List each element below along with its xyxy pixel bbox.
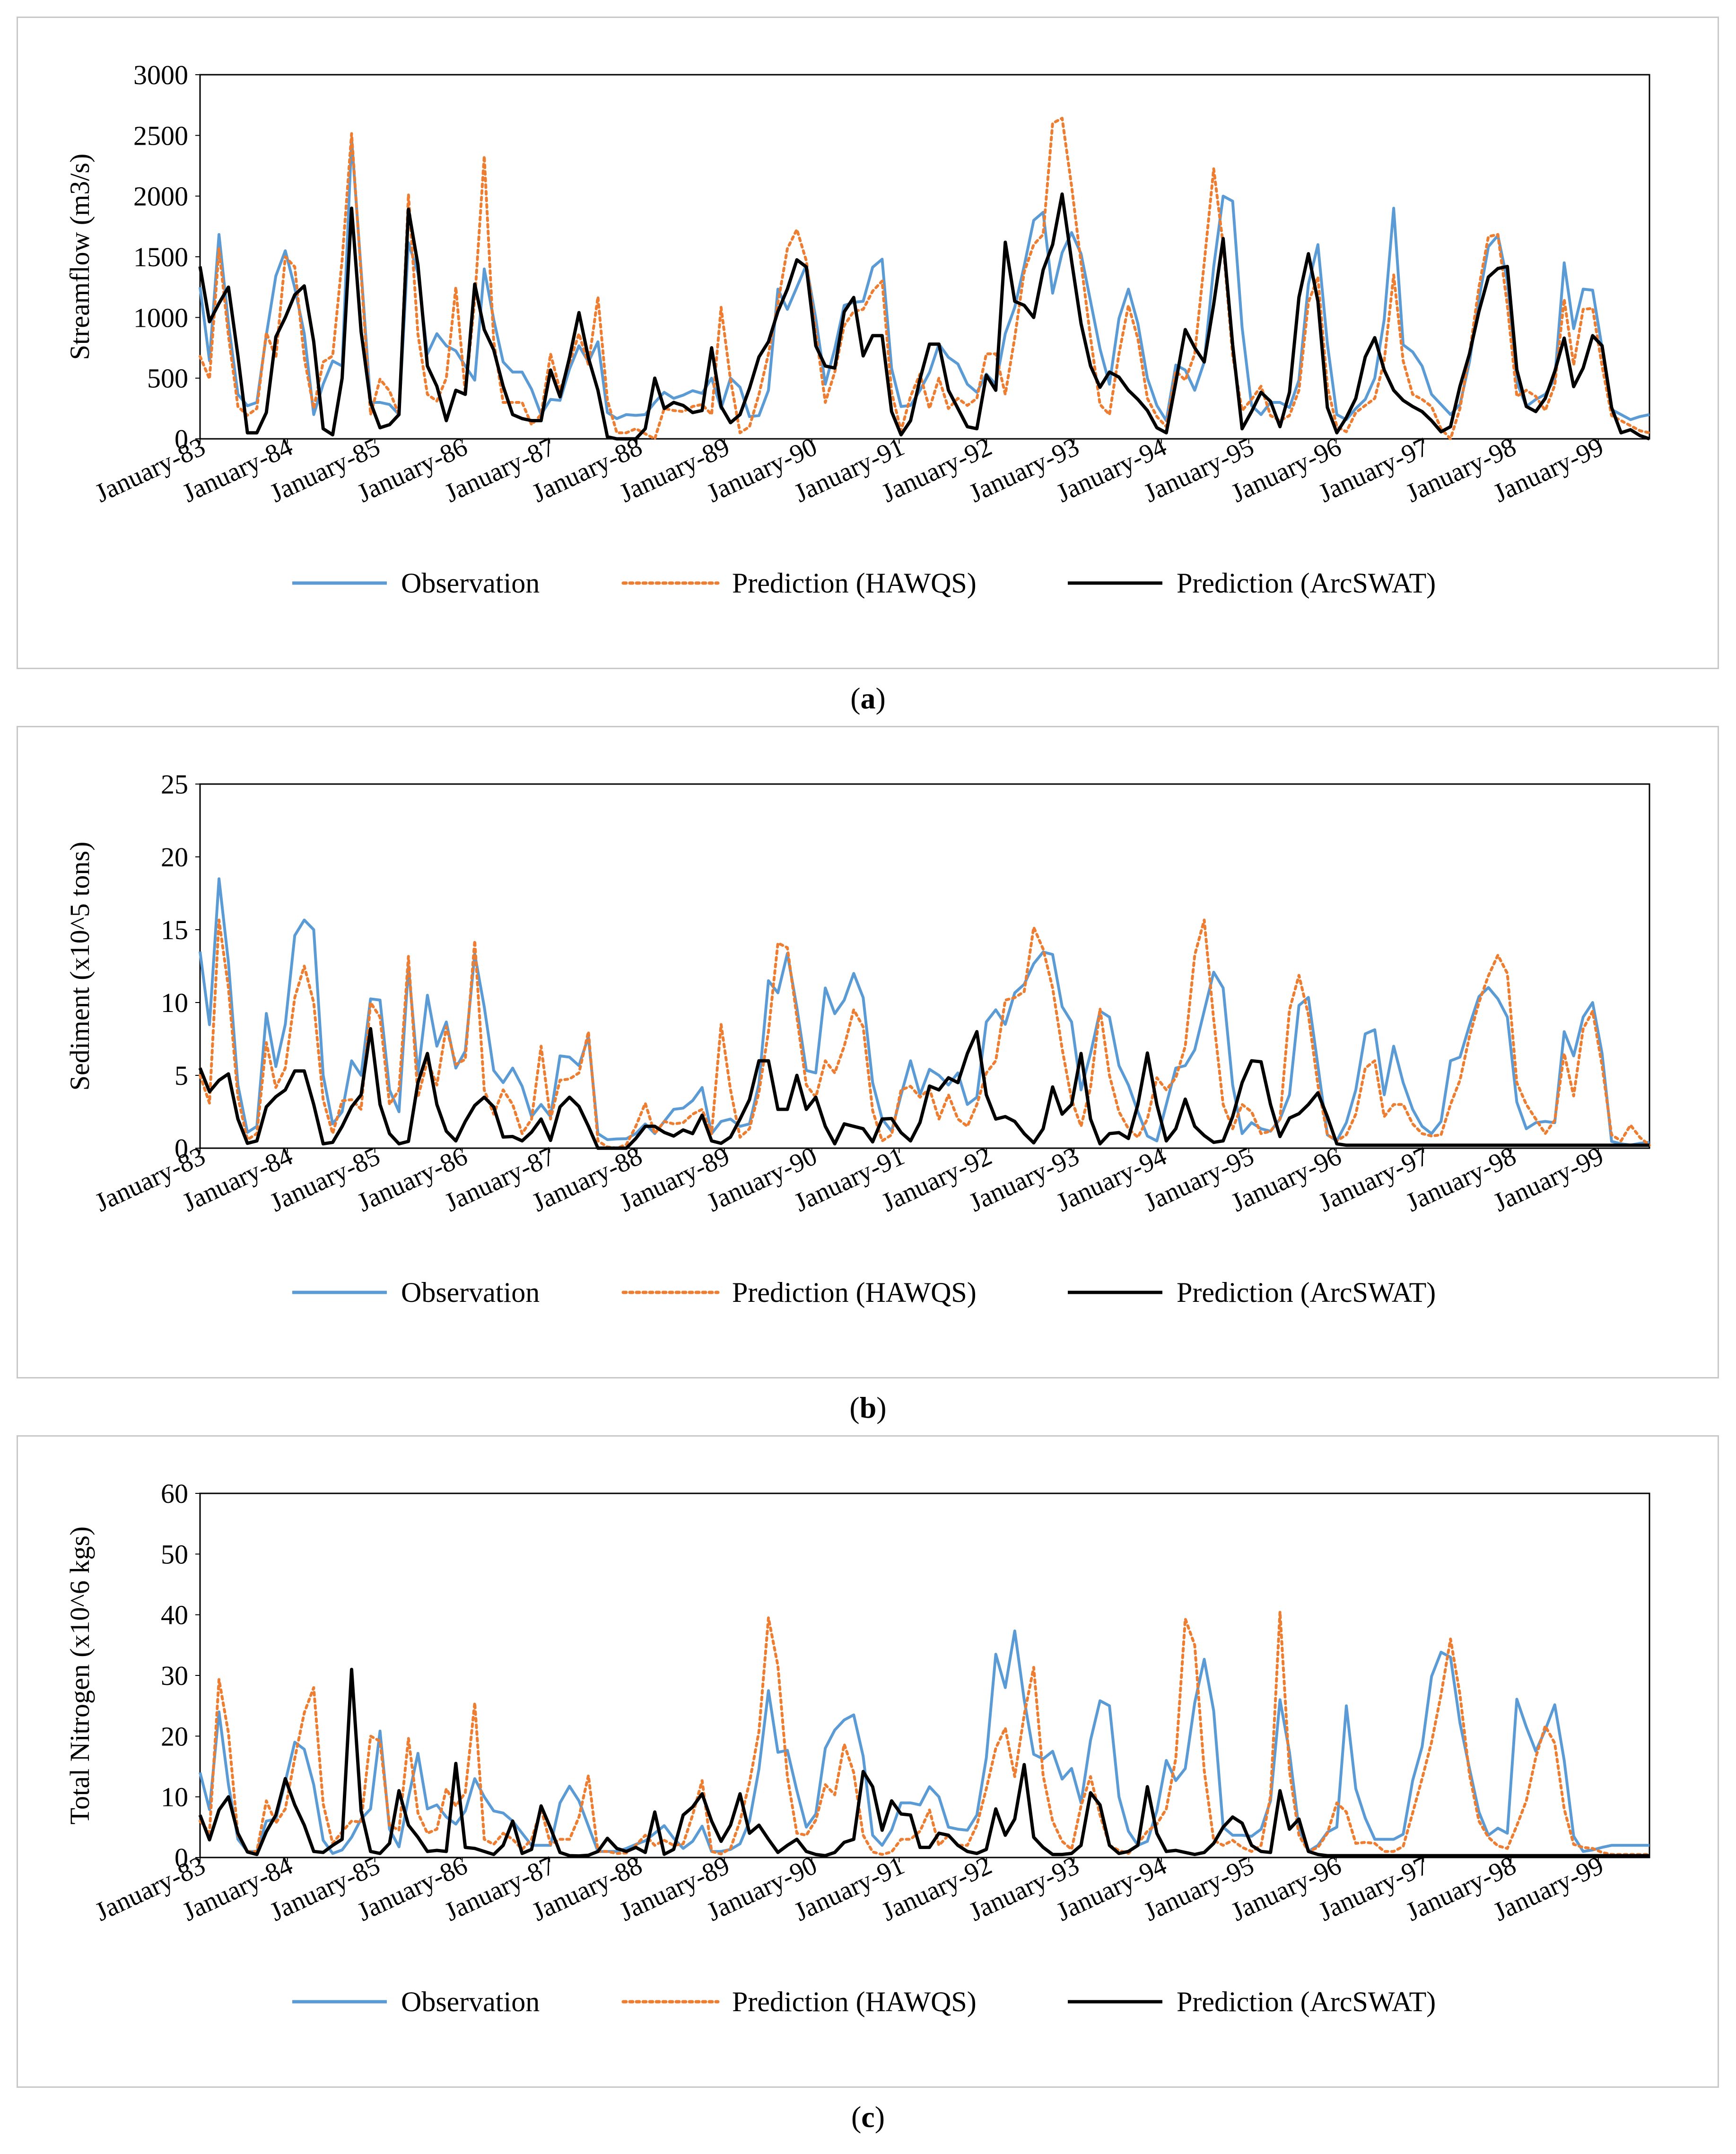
y-tick-label: 25 [161, 769, 188, 800]
legend-label: Observation [401, 1986, 540, 2017]
series-line-prediction-arcswat [198, 1027, 1649, 1150]
caption-b: (b) [849, 1391, 887, 1424]
y-tick-label: 500 [147, 363, 188, 394]
y-tick-label: 2000 [133, 181, 188, 212]
y-axis-label: Total Nitrogen (x10^6 kgs) [64, 1526, 95, 1824]
series-line-prediction-arcswat [198, 192, 1650, 441]
y-axis-label: Streamflow (m3/s) [64, 154, 95, 360]
series-line-observation [199, 137, 1650, 422]
y-tick-label: 30 [161, 1660, 188, 1691]
y-tick-label: 60 [161, 1478, 188, 1509]
legend-label: Prediction (HAWQS) [732, 1986, 977, 2017]
y-tick-label: 10 [161, 1782, 188, 1813]
series-line-prediction-hawqs [199, 918, 1651, 1150]
y-tick-label: 0 [174, 1133, 188, 1164]
y-tick-label: 20 [161, 1721, 188, 1752]
caption-c: (c) [851, 2100, 885, 2134]
y-tick-label: 5 [174, 1060, 188, 1091]
legend-label: Prediction (HAWQS) [732, 567, 977, 599]
legend-label: Observation [401, 1277, 540, 1308]
chart-panel-a: 0 500 1000 1500 2000 2500 3000 Streamflow (m3/s… [17, 17, 1719, 669]
chart-panel-b: 0 5 10 15 20 25 Sediment (x10^5 tons) January-8… [17, 726, 1719, 1378]
y-tick-label: 0 [174, 1842, 188, 1873]
series-line-prediction-hawqs [199, 117, 1651, 440]
legend-label: Prediction (ArcSWAT) [1177, 567, 1436, 599]
legend-label: Prediction (HAWQS) [732, 1277, 977, 1308]
y-tick-label: 15 [161, 915, 188, 945]
series-line-prediction-arcswat [198, 1667, 1649, 1858]
chart-panel-c: 0 10 20 30 40 50 60 Total Nitrogen (x10^6 kgs) J… [17, 1435, 1719, 2088]
caption-a: (a) [850, 681, 886, 715]
y-tick-label: 1500 [133, 242, 188, 272]
y-tick-label: 10 [161, 987, 188, 1018]
legend-label: Prediction (ArcSWAT) [1177, 1986, 1436, 2017]
y-tick-label: 40 [161, 1600, 188, 1631]
y-tick-label: 0 [174, 424, 188, 454]
legend-label: Observation [401, 567, 540, 599]
y-tick-label: 50 [161, 1539, 188, 1570]
series-line-prediction-hawqs [199, 1610, 1651, 1856]
y-tick-label: 3000 [133, 60, 188, 90]
series-line-observation [199, 877, 1650, 1147]
y-tick-label: 2500 [133, 120, 188, 151]
y-tick-label: 1000 [133, 302, 188, 333]
plot-area [199, 783, 1650, 1149]
legend-label: Prediction (ArcSWAT) [1177, 1277, 1436, 1308]
chart-a-svg: 0 500 1000 1500 2000 2500 3000 Streamflow (m3/s… [64, 60, 1651, 599]
y-tick-label: 20 [161, 842, 188, 872]
y-axis-label: Sediment (x10^5 tons) [64, 842, 95, 1091]
